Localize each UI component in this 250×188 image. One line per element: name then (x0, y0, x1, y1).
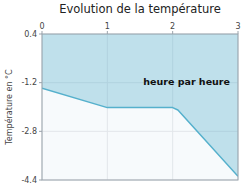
y-tick-label: -1.2 (21, 78, 37, 87)
y-tick-label: 0.4 (24, 30, 37, 39)
area (42, 34, 238, 176)
y-tick-label: -2.8 (21, 127, 37, 136)
x-tick-label: 1 (105, 22, 110, 31)
title: Evolution de la température (59, 2, 221, 16)
y-tick (39, 131, 42, 132)
y-axis-label: Température en °C (4, 69, 14, 146)
y-tick-label: -4.4 (21, 176, 37, 185)
y-tick (39, 180, 42, 181)
grid (42, 34, 238, 180)
annotation: heure par heure (143, 76, 230, 87)
x-tick (238, 31, 239, 34)
chart: 0.4 -1.2 -2.8 -4.4 0 1 2 3 Evolution de la tempé… (0, 0, 250, 188)
plot-area (42, 34, 238, 176)
x-tick (107, 31, 108, 34)
plot-frame (42, 34, 238, 180)
plot-background (42, 34, 238, 180)
x-tick-label: 3 (235, 22, 240, 31)
x-tick-label: 2 (170, 22, 175, 31)
x-tick-label: 0 (39, 22, 44, 31)
x-tick (42, 31, 43, 34)
line (42, 88, 238, 176)
x-tick (172, 31, 173, 34)
y-tick (39, 82, 42, 83)
